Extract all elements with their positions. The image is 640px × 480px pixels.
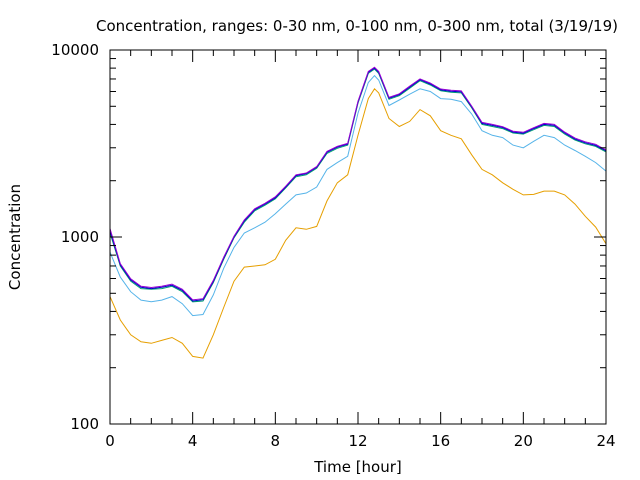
x-tick-label: 20 [514,432,533,450]
series-line-5 [109,66,607,301]
x-axis-label: Time [hour] [313,458,402,476]
x-tick-label: 0 [105,432,115,450]
y-tick-label: 10000 [51,41,99,59]
series-layer [109,66,607,359]
x-tick-label: 12 [348,432,367,450]
y-tick-label: 100 [70,415,99,433]
x-tick-label: 24 [596,432,615,450]
series-line-1 [109,88,607,359]
x-tick-label: 4 [188,432,198,450]
y-axis-label: Concentration [6,184,24,290]
plot-frame [109,49,607,425]
tick-layer: 0 4 8 12 16 20 24 100 1000 10000 [51,41,615,450]
x-tick-label: 8 [271,432,281,450]
y-tick-label: 1000 [61,228,99,246]
series-line-2 [109,74,607,317]
chart-title: Concentration, ranges: 0-30 nm, 0-100 nm… [96,17,618,35]
x-tick-label: 16 [431,432,450,450]
